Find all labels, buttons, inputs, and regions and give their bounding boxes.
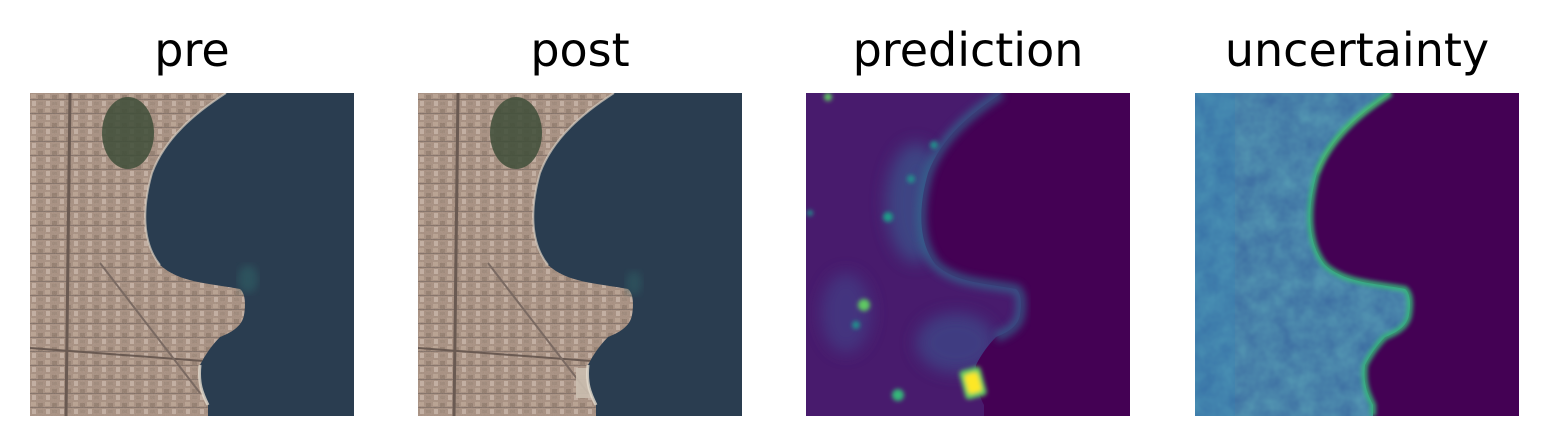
prediction-heatmap [806,93,1130,416]
panel-pre: pre [30,0,354,446]
panel-title: uncertainty [1195,22,1519,78]
panel-post: post [418,0,742,446]
panel-prediction: prediction [806,0,1130,446]
satellite-image-post [418,93,742,416]
panel-uncertainty: uncertainty [1195,0,1519,446]
satellite-image-pre [30,93,354,416]
panel-title: pre [30,22,354,78]
uncertainty-heatmap [1195,93,1519,416]
panel-title: prediction [806,22,1130,78]
panel-title: post [418,22,742,78]
